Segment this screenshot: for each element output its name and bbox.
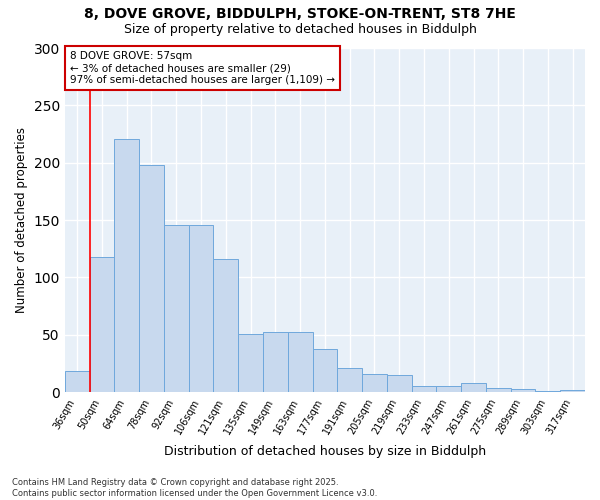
Y-axis label: Number of detached properties: Number of detached properties <box>15 127 28 313</box>
Bar <box>436 386 461 392</box>
Bar <box>65 372 89 392</box>
Text: 8 DOVE GROVE: 57sqm
← 3% of detached houses are smaller (29)
97% of semi-detache: 8 DOVE GROVE: 57sqm ← 3% of detached hou… <box>70 52 335 84</box>
Bar <box>214 259 238 392</box>
Bar <box>139 165 164 392</box>
Bar <box>263 332 288 392</box>
Bar <box>89 257 115 392</box>
Bar <box>313 348 337 392</box>
Bar <box>362 374 387 392</box>
Bar <box>560 390 585 392</box>
Bar <box>188 224 214 392</box>
Bar <box>164 224 188 392</box>
Bar <box>337 368 362 392</box>
Bar <box>387 375 412 392</box>
Bar <box>412 386 436 392</box>
Bar <box>535 391 560 392</box>
Bar <box>288 332 313 392</box>
Text: Contains HM Land Registry data © Crown copyright and database right 2025.
Contai: Contains HM Land Registry data © Crown c… <box>12 478 377 498</box>
Bar <box>115 138 139 392</box>
Bar <box>511 388 535 392</box>
Text: 8, DOVE GROVE, BIDDULPH, STOKE-ON-TRENT, ST8 7HE: 8, DOVE GROVE, BIDDULPH, STOKE-ON-TRENT,… <box>84 8 516 22</box>
Bar <box>461 383 486 392</box>
Bar <box>238 334 263 392</box>
Text: Size of property relative to detached houses in Biddulph: Size of property relative to detached ho… <box>124 22 476 36</box>
X-axis label: Distribution of detached houses by size in Biddulph: Distribution of detached houses by size … <box>164 444 486 458</box>
Bar <box>486 388 511 392</box>
